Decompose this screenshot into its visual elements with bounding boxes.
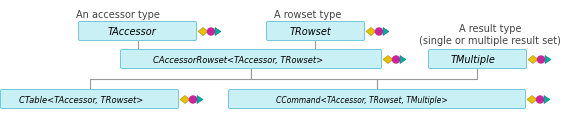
Text: A result type
(single or multiple result set): A result type (single or multiple result… — [419, 24, 561, 46]
Polygon shape — [400, 56, 406, 64]
Polygon shape — [544, 96, 550, 104]
Circle shape — [375, 29, 382, 36]
Circle shape — [537, 56, 545, 63]
Polygon shape — [383, 56, 393, 64]
FancyBboxPatch shape — [228, 90, 526, 109]
Polygon shape — [383, 28, 389, 36]
Text: CTable<TAccessor, TRowset>: CTable<TAccessor, TRowset> — [18, 95, 143, 104]
Text: TMultiple: TMultiple — [451, 55, 495, 65]
FancyBboxPatch shape — [121, 50, 382, 69]
Polygon shape — [527, 96, 537, 104]
Polygon shape — [197, 96, 203, 104]
Polygon shape — [366, 28, 376, 36]
Polygon shape — [180, 96, 190, 104]
Circle shape — [537, 96, 544, 103]
FancyBboxPatch shape — [429, 50, 526, 69]
FancyBboxPatch shape — [1, 90, 179, 109]
Polygon shape — [545, 56, 551, 64]
Text: An accessor type: An accessor type — [76, 10, 160, 20]
Text: CCommand<TAccessor, TRowset, TMultiple>: CCommand<TAccessor, TRowset, TMultiple> — [277, 95, 448, 104]
Text: CAccessorRowset<TAccessor, TRowset>: CAccessorRowset<TAccessor, TRowset> — [153, 55, 323, 64]
Text: A rowset type: A rowset type — [274, 10, 342, 20]
Circle shape — [393, 56, 400, 63]
Circle shape — [189, 96, 196, 103]
Text: TRowset: TRowset — [290, 27, 332, 37]
FancyBboxPatch shape — [79, 22, 196, 41]
Polygon shape — [528, 56, 538, 64]
Polygon shape — [215, 28, 221, 36]
Circle shape — [207, 29, 215, 36]
Polygon shape — [198, 28, 208, 36]
Text: TAccessor: TAccessor — [107, 27, 156, 37]
FancyBboxPatch shape — [266, 22, 364, 41]
